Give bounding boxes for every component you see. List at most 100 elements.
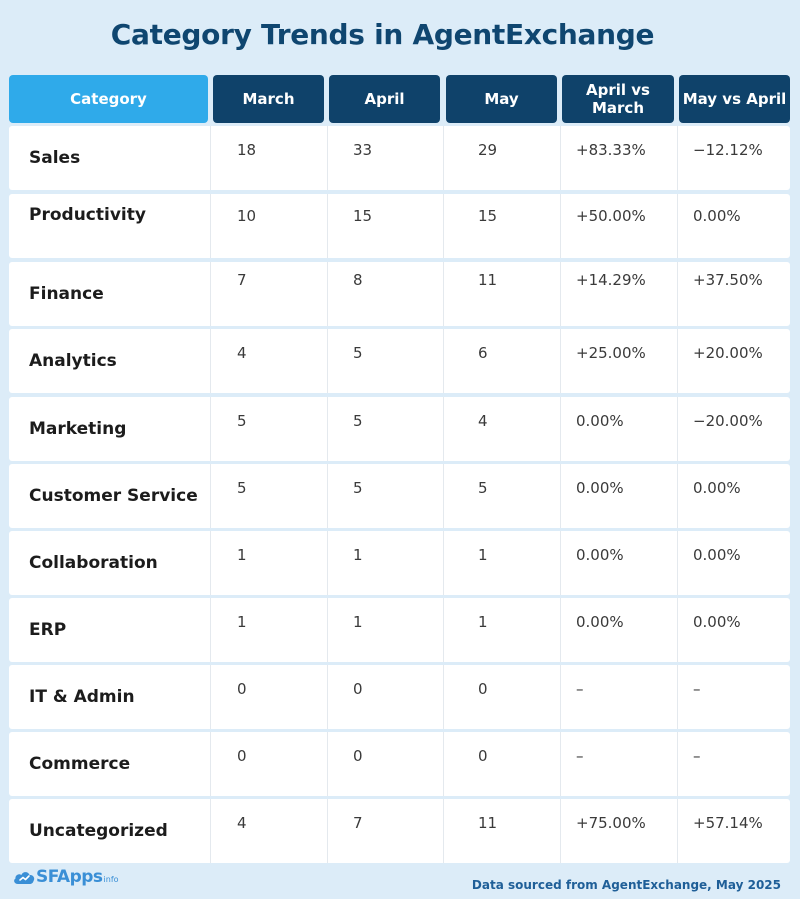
column-divider [677, 329, 678, 393]
cell-may-vs-april: 0.00% [693, 207, 741, 225]
column-divider [560, 464, 561, 528]
cell-april: 33 [353, 141, 373, 159]
header-category: Category [9, 75, 208, 123]
column-divider [443, 531, 444, 595]
cell-may-vs-april: 0.00% [693, 479, 741, 497]
header-may: May [446, 75, 557, 123]
cell-category: Marketing [29, 419, 127, 439]
column-divider [560, 799, 561, 863]
column-divider [677, 194, 678, 258]
header-april-vs-march-line2: March [591, 99, 645, 117]
column-divider [560, 732, 561, 796]
cell-march: 5 [237, 479, 247, 497]
cell-april: 0 [353, 747, 363, 765]
cell-category: IT & Admin [29, 687, 135, 707]
cell-category: Customer Service [29, 486, 198, 506]
cell-april-vs-march: +25.00% [576, 344, 646, 362]
column-divider [443, 329, 444, 393]
cell-april-vs-march: 0.00% [576, 412, 624, 430]
cell-april: 5 [353, 412, 363, 430]
column-divider [327, 329, 328, 393]
cell-march: 18 [237, 141, 257, 159]
column-divider [677, 464, 678, 528]
table-row: Customer Service 5 5 5 0.00% 0.00% [9, 464, 790, 528]
header-may-vs-april: May vs April [679, 75, 790, 123]
logo-subtext: info [103, 875, 119, 884]
column-divider [327, 126, 328, 190]
cell-april-vs-march: – [576, 747, 584, 765]
column-divider [327, 799, 328, 863]
column-divider [677, 531, 678, 595]
cell-march: 7 [237, 271, 247, 289]
table-row: Analytics 4 5 6 +25.00% +20.00% [9, 329, 790, 393]
cell-april-vs-march: +14.29% [576, 271, 646, 289]
column-divider [210, 329, 211, 393]
column-divider [560, 665, 561, 729]
column-divider [327, 464, 328, 528]
column-divider [210, 126, 211, 190]
cell-may: 4 [478, 412, 488, 430]
cell-march: 4 [237, 814, 247, 832]
cell-march: 0 [237, 680, 247, 698]
sfapps-logo: SFApps info [12, 867, 119, 887]
cell-may: 29 [478, 141, 498, 159]
cell-category: Commerce [29, 754, 131, 774]
cell-category: ERP [29, 620, 67, 640]
cell-april: 8 [353, 271, 363, 289]
cell-may: 1 [478, 613, 488, 631]
cell-category: Sales [29, 148, 81, 168]
column-divider [327, 531, 328, 595]
cell-march: 10 [237, 207, 257, 225]
cell-category: Finance [29, 284, 104, 304]
header-april: April [329, 75, 440, 123]
cell-may: 5 [478, 479, 488, 497]
header-march: March [213, 75, 324, 123]
cell-may: 1 [478, 546, 488, 564]
column-divider [677, 732, 678, 796]
header-april-vs-march: April vs March [562, 75, 674, 123]
cell-may: 0 [478, 747, 488, 765]
table-row: Marketing 5 5 4 0.00% −20.00% [9, 397, 790, 461]
cell-may: 0 [478, 680, 488, 698]
cell-may: 11 [478, 271, 498, 289]
cell-category: Productivity [29, 205, 146, 225]
table-row: ERP 1 1 1 0.00% 0.00% [9, 598, 790, 662]
cell-may-vs-april: 0.00% [693, 613, 741, 631]
table-row: Finance 7 8 11 +14.29% +37.50% [9, 262, 790, 326]
header-april-vs-march-line1: April vs [586, 81, 650, 99]
cell-april-vs-march: 0.00% [576, 613, 624, 631]
column-divider [210, 531, 211, 595]
column-divider [677, 799, 678, 863]
column-divider [560, 598, 561, 662]
cell-may-vs-april: +37.50% [693, 271, 763, 289]
column-divider [443, 732, 444, 796]
cell-may-vs-april: +57.14% [693, 814, 763, 832]
column-divider [677, 598, 678, 662]
column-divider [210, 194, 211, 258]
column-divider [560, 531, 561, 595]
cell-may: 6 [478, 344, 488, 362]
cell-april-vs-march: 0.00% [576, 479, 624, 497]
column-divider [210, 799, 211, 863]
logo-text: SFApps [36, 867, 103, 887]
column-divider [327, 262, 328, 326]
cell-may-vs-april: 0.00% [693, 546, 741, 564]
column-divider [560, 194, 561, 258]
cell-may-vs-april: – [693, 680, 701, 698]
column-divider [210, 598, 211, 662]
cell-category: Collaboration [29, 553, 158, 573]
column-divider [677, 262, 678, 326]
column-divider [677, 126, 678, 190]
table-row: IT & Admin 0 0 0 – – [9, 665, 790, 729]
cell-category: Analytics [29, 351, 117, 371]
cell-april: 7 [353, 814, 363, 832]
cell-march: 1 [237, 546, 247, 564]
column-divider [443, 262, 444, 326]
cell-april: 1 [353, 546, 363, 564]
table-row: Uncategorized 4 7 11 +75.00% +57.14% [9, 799, 790, 863]
column-divider [443, 464, 444, 528]
table-row: Collaboration 1 1 1 0.00% 0.00% [9, 531, 790, 595]
column-divider [443, 665, 444, 729]
cell-march: 0 [237, 747, 247, 765]
column-divider [210, 665, 211, 729]
